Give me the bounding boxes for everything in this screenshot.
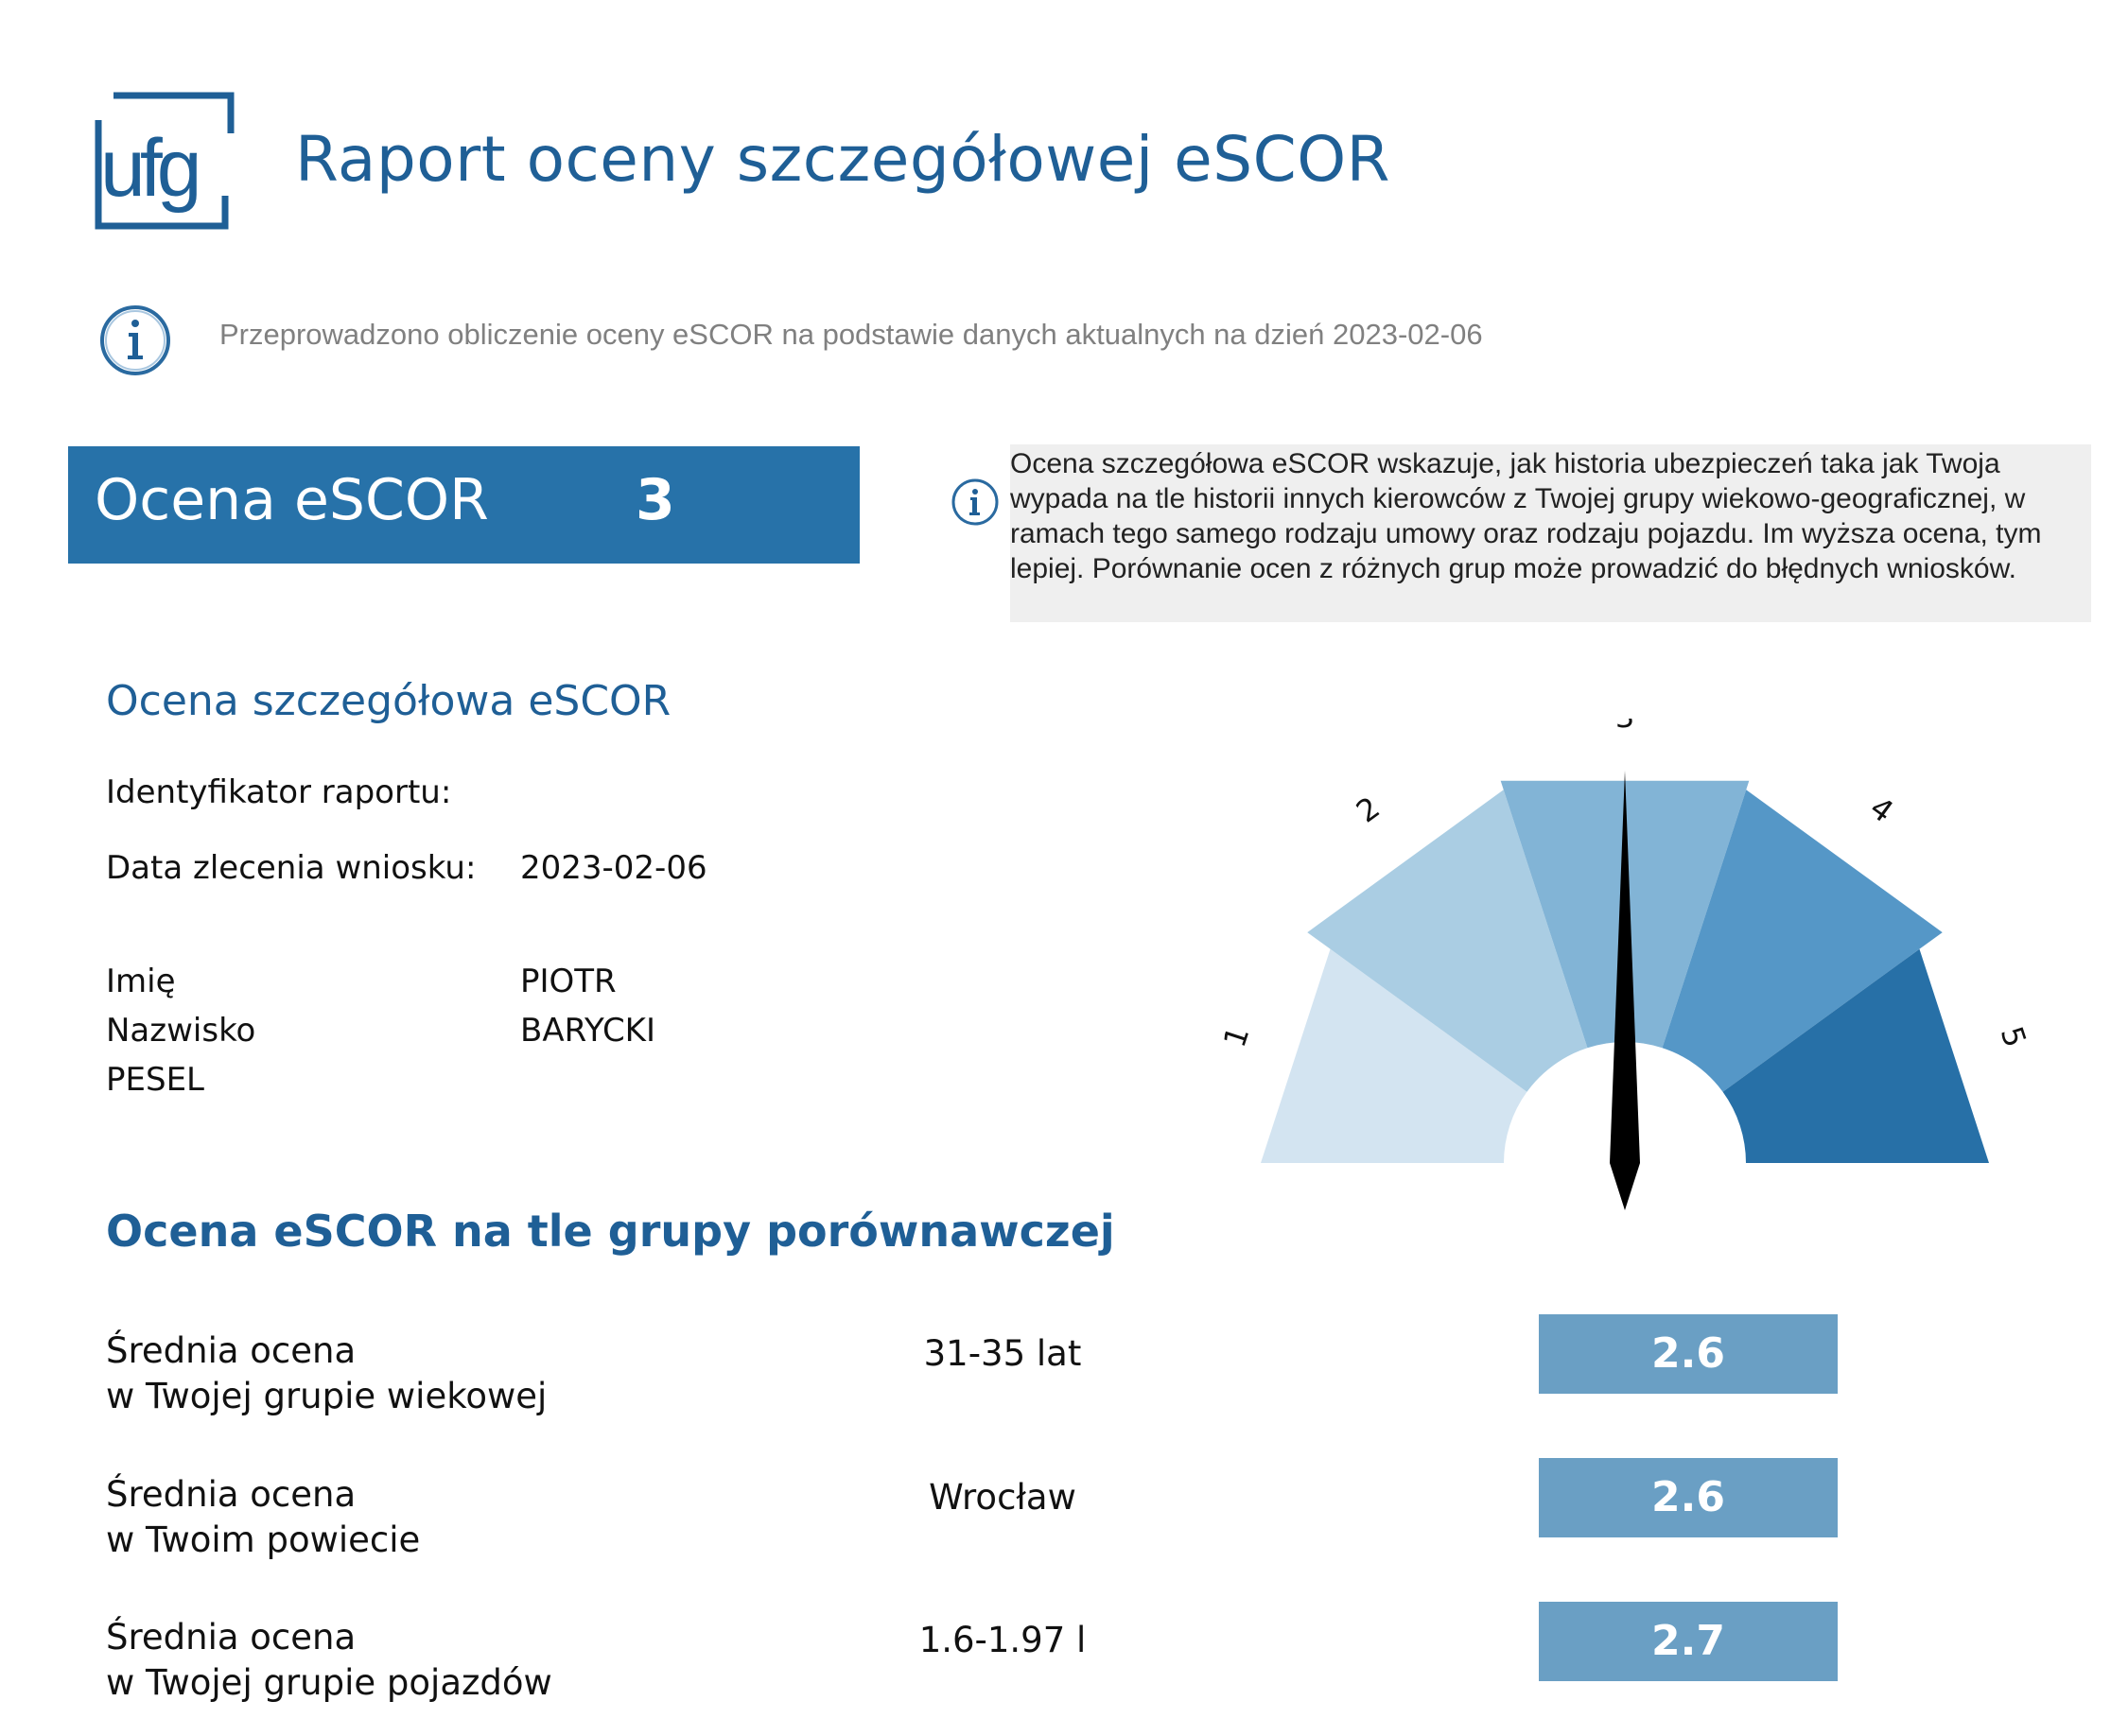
comparison-row-value: 2.6	[1539, 1314, 1838, 1394]
row-label-line2: w Twojej grupie wiekowej	[106, 1376, 548, 1416]
calculation-info-text: Przeprowadzono obliczenie oceny eSCOR na…	[219, 318, 1483, 351]
details-heading: Ocena szczegółowa eSCOR	[106, 677, 672, 725]
gauge-label-5: 5	[1994, 1022, 2033, 1051]
first-name-value: PIOTR	[520, 963, 617, 1000]
comparison-heading: Ocena eSCOR na tle grupy porównawczej	[106, 1206, 1115, 1257]
report-id-label: Identyfikator raportu:	[106, 773, 452, 811]
gauge-label-4: 4	[1863, 790, 1900, 830]
last-name-value: BARYCKI	[520, 1012, 656, 1050]
row-label-line1: Średnia ocena	[106, 1474, 357, 1515]
gauge-label-1: 1	[1216, 1022, 1256, 1051]
page-title: Raport oceny szczegółowej eSCOR	[295, 123, 1391, 196]
info-icon	[100, 305, 170, 375]
gauge-needle	[1610, 771, 1640, 1210]
logo-text: ufg	[100, 123, 198, 214]
row-label-line1: Średnia ocena	[106, 1330, 357, 1371]
first-name-label: Imię	[106, 963, 176, 1000]
escor-gauge: 1 2 3 4 5	[1216, 719, 2033, 1210]
comparison-row-value: 2.6	[1539, 1458, 1838, 1537]
pesel-label: PESEL	[106, 1061, 204, 1099]
row-label-line2: w Twoim powiecie	[106, 1519, 421, 1560]
order-date-label: Data zlecenia wniosku:	[106, 849, 477, 887]
gauge-segment-4	[1662, 790, 1943, 1092]
row-label-line1: Średnia ocena	[106, 1617, 357, 1658]
last-name-label: Nazwisko	[106, 1012, 256, 1050]
comparison-row-label: Średnia ocena w Twojej grupie pojazdów	[106, 1615, 552, 1706]
escor-score-box: Ocena eSCOR 3	[68, 446, 860, 564]
ufg-logo: ufg	[95, 92, 235, 230]
gauge-label-2: 2	[1350, 790, 1387, 830]
comparison-row-group: Wrocław	[929, 1477, 1076, 1518]
comparison-row-group: 1.6-1.97 l	[918, 1620, 1087, 1660]
gauge-label-3: 3	[1615, 719, 1634, 735]
score-value: 3	[636, 467, 675, 533]
comparison-row-value: 2.7	[1539, 1602, 1838, 1681]
escor-explanation-note: Ocena szczegółowa eSCOR wskazuje, jak hi…	[1010, 444, 2091, 622]
row-label-line2: w Twojej grupie pojazdów	[106, 1662, 552, 1703]
comparison-row-label: Średnia ocena w Twojej grupie wiekowej	[106, 1328, 547, 1419]
gauge-segment-5	[1722, 948, 1989, 1163]
gauge-segment-1	[1261, 948, 1527, 1163]
order-date-value: 2023-02-06	[520, 849, 707, 887]
comparison-row-group: 31-35 lat	[923, 1333, 1082, 1374]
gauge-segment-2	[1307, 790, 1588, 1092]
score-label: Ocena eSCOR	[95, 467, 489, 533]
info-icon	[951, 478, 999, 526]
comparison-row-label: Średnia ocena w Twoim powiecie	[106, 1472, 420, 1563]
